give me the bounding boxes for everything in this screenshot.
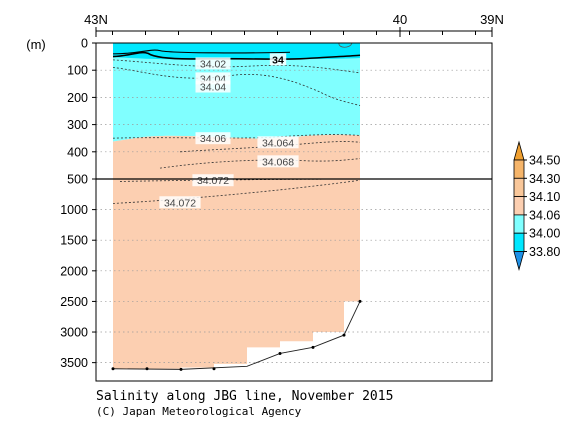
contour-label-group: 34.064 [257, 136, 299, 149]
contour-label-group: 34.06 [195, 132, 231, 145]
contour-label: 34.072 [197, 175, 229, 187]
x-tick-label: 43N [84, 12, 108, 27]
y-tick-label: 100 [67, 64, 88, 78]
station-marker [358, 299, 362, 303]
contour-label-bg [192, 174, 234, 187]
contour-label: 34.064 [262, 137, 294, 149]
station-marker [311, 345, 315, 349]
contour-label-group: 34.068 [257, 155, 299, 168]
colorbar: 34.50 34.30 34.10 34.06 34.00 33.80 [513, 140, 560, 271]
colorbar-segment [513, 159, 525, 179]
contour-label-group: 34.072 [159, 196, 201, 209]
x-tick-label: 40 [393, 12, 407, 27]
contour-label: 34.06 [200, 133, 226, 145]
colorbar-level-label: 34.00 [529, 227, 560, 241]
colorbar-low-arrow [513, 251, 525, 271]
contour-label: 34.04 [200, 82, 226, 94]
contour-small-loop [338, 42, 353, 48]
colorbar-segment [513, 214, 525, 234]
contour-label-bg [195, 57, 231, 70]
colorbar-level-label: 34.30 [529, 172, 560, 186]
surface-fresh-band [113, 43, 360, 60]
colorbar-level-label: 34.06 [529, 208, 560, 222]
contour-34-072-b [112, 179, 361, 204]
contour-label: 34.072 [164, 197, 196, 209]
y-tick-label: 400 [67, 145, 88, 159]
y-unit-label: (m) [26, 37, 46, 52]
y-tick-label: 3000 [60, 326, 88, 340]
colorbar-level-label: 33.80 [529, 245, 560, 259]
y-tick-label: 2000 [60, 264, 88, 278]
contour-label: 34.068 [262, 156, 294, 168]
contour-label-group: 34.04 [195, 80, 231, 94]
chart-credit: (C) Japan Meteorological Agency [96, 405, 302, 418]
axes-layer: 43N 40 39N (m) 0 100 200 300 400 500 1000 1500 2000 2… [26, 12, 504, 382]
plot-frame [95, 42, 493, 382]
y-tick-label: 3500 [60, 356, 88, 370]
fresh-water-region [113, 43, 360, 142]
station-marker [145, 367, 149, 371]
colorbar-segment [513, 177, 525, 198]
colorbar-level-label: 34.10 [529, 190, 560, 204]
station-marker [278, 351, 282, 355]
y-tick-label: 1500 [60, 234, 88, 248]
colorbar-segment [513, 232, 525, 252]
contour-label-bg [269, 53, 287, 66]
contour-label-bg [195, 132, 231, 145]
contour-label-group: 34.02 [195, 57, 231, 70]
station-marker [179, 367, 183, 371]
contour-label-group: 34 [269, 53, 287, 66]
y-tick-label: 2500 [60, 295, 88, 309]
salinity-fill-layer [113, 43, 360, 369]
colorbar-segment [513, 196, 525, 216]
station-marker [212, 367, 216, 371]
y-tick-label: 300 [67, 118, 88, 132]
contour-label-bg [257, 136, 299, 149]
contour-label-bg [159, 196, 201, 209]
contour-label: 34 [272, 54, 284, 66]
colorbar-level-label: 34.50 [529, 154, 560, 168]
saline-water-region [113, 134, 360, 369]
y-tick-label: 500 [67, 173, 88, 187]
station-marker [111, 367, 115, 371]
y-tick-label: 200 [67, 91, 88, 105]
contour-label-bg [195, 80, 231, 93]
y-tick-label: 1000 [60, 203, 88, 217]
colorbar-high-arrow [513, 140, 525, 161]
contour-34-02 [112, 59, 361, 74]
contour-label: 34.02 [200, 58, 226, 70]
station-marker [342, 333, 346, 337]
chart-title: Salinity along JBG line, November 2015 [96, 389, 393, 404]
contour-label-bg [257, 155, 299, 168]
y-tick-label: 0 [81, 37, 88, 51]
contour-label-group: 34.072 [192, 174, 234, 187]
x-tick-label: 39N [480, 12, 504, 27]
contour-34-06 [112, 134, 361, 139]
contour-34-04 [112, 67, 361, 106]
contour-33-98 [112, 49, 291, 55]
grid-layer [96, 69, 492, 363]
